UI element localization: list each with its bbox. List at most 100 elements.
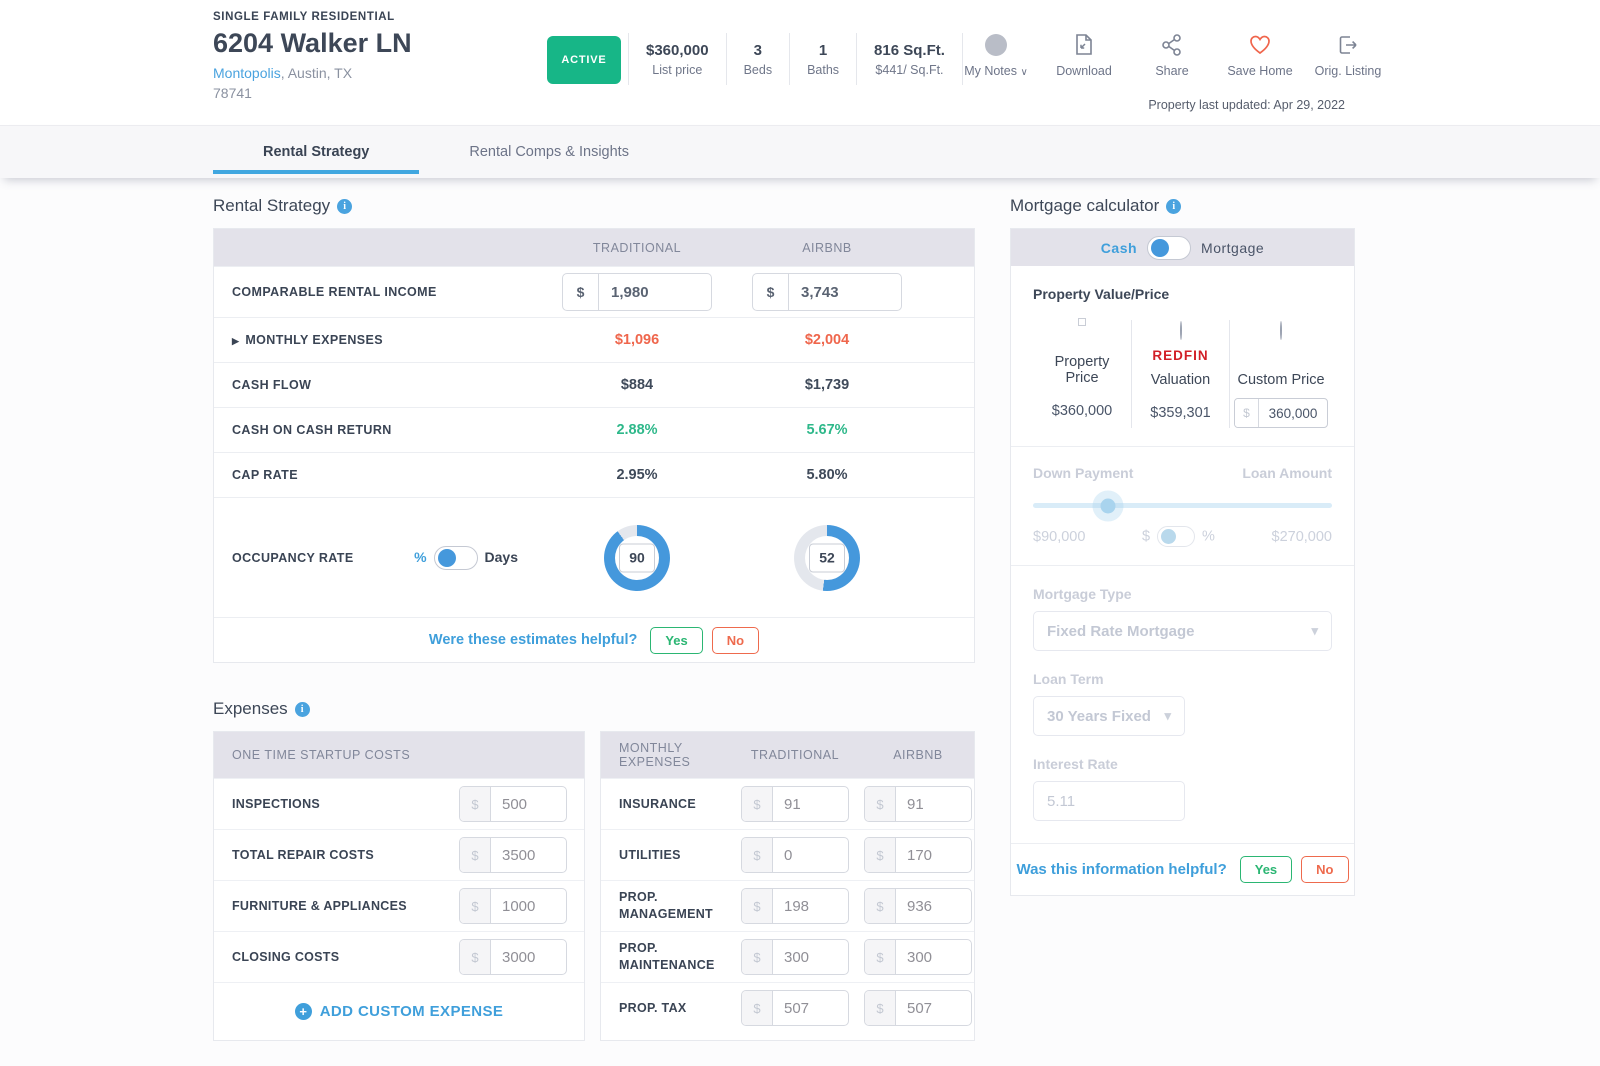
property-info: SINGLE FAMILY RESIDENTIAL 6204 Walker LN… [213, 11, 412, 101]
header-actions: My Notes ∨ Download Share [952, 32, 1392, 78]
utilities-airbnb-input[interactable]: $ 170 [864, 837, 972, 873]
mortgage-no-button[interactable]: No [1301, 856, 1349, 883]
feedback-question: Was this information helpful? [1016, 861, 1227, 878]
insurance-traditional-input[interactable]: $ 91 [741, 786, 849, 822]
orig-listing-button[interactable]: Orig. Listing [1304, 32, 1392, 78]
furniture-input[interactable]: $ 1000 [459, 888, 567, 924]
option-label: Valuation [1150, 372, 1211, 388]
expand-icon[interactable]: ▶ [232, 336, 240, 346]
repair-costs-input[interactable]: $ 3500 [459, 837, 567, 873]
share-button[interactable]: Share [1128, 32, 1216, 78]
management-airbnb-input[interactable]: $ 936 [864, 888, 972, 924]
heart-icon [1250, 35, 1270, 55]
maintenance-airbnb-input[interactable]: $ 300 [864, 939, 972, 975]
row-label: OCCUPANCY RATE [232, 550, 354, 565]
input-value: 91 [907, 795, 924, 813]
cash-mortgage-toggle[interactable] [1147, 235, 1192, 260]
airbnb-monthly-expenses: $2,004 [804, 332, 850, 348]
traditional-occupancy-input[interactable]: 90 [619, 543, 655, 572]
monthly-expenses-header: MONTHLY EXPENSES TRADITIONAL AIRBNB [601, 732, 974, 778]
my-notes-button[interactable]: My Notes ∨ [952, 32, 1040, 78]
row-label: PROP. MANAGEMENT [619, 890, 713, 921]
info-icon[interactable]: i [294, 701, 310, 717]
mortgage-type-select: Fixed Rate Mortgage ▾ [1033, 611, 1332, 651]
option-value: $360,000 [1051, 403, 1113, 419]
caret-down-icon: ▾ [1311, 623, 1318, 638]
redfin-valuation-radio[interactable] [1179, 321, 1182, 340]
listing-status-badge: ACTIVE [547, 36, 621, 84]
option-value: $359,301 [1150, 405, 1211, 421]
days-toggle-label[interactable]: Days [484, 548, 518, 565]
custom-price-radio[interactable] [1280, 321, 1282, 340]
mortgage-mode-label[interactable]: Mortgage [1201, 239, 1265, 256]
airbnb-income-input[interactable]: $ 3,743 [752, 273, 902, 311]
estimates-no-button[interactable]: No [711, 626, 760, 654]
column-airbnb: AIRBNB [893, 748, 943, 762]
input-value: 198 [784, 897, 810, 915]
input-value: 1,980 [611, 283, 649, 301]
currency-prefix: $ [1235, 399, 1259, 427]
down-payment-value: $90,000 [1033, 528, 1086, 545]
download-label: Download [1056, 64, 1112, 78]
insurance-airbnb-input[interactable]: $ 91 [864, 786, 972, 822]
info-icon[interactable]: i [337, 198, 353, 214]
row-cash-on-cash: CASH ON CASH RETURN 2.88% 5.67% [214, 407, 974, 452]
currency-prefix: $ [742, 889, 773, 923]
row-label: MONTHLY EXPENSES [245, 333, 384, 347]
info-icon[interactable]: i [1166, 198, 1182, 214]
monthly-expenses-table: MONTHLY EXPENSES TRADITIONAL AIRBNB INSU… [600, 731, 975, 1041]
add-custom-expense-button[interactable]: + ADD CUSTOM EXPENSE [214, 982, 584, 1040]
tab-rental-strategy[interactable]: Rental Strategy [213, 126, 420, 178]
mortgage-yes-button[interactable]: Yes [1239, 856, 1293, 883]
row-monthly-expenses: ▶ MONTHLY EXPENSES $1,096 $2,004 [214, 317, 974, 362]
my-notes-label: My Notes [964, 64, 1017, 78]
input-value: 170 [907, 846, 933, 864]
stat-baths: 1 Baths [789, 33, 856, 85]
strategy-table-header: TRADITIONAL AIRBNB [214, 229, 974, 266]
tab-rental-comps[interactable]: Rental Comps & Insights [469, 144, 629, 160]
row-label: CASH FLOW [232, 378, 312, 392]
traditional-income-input[interactable]: $ 1,980 [562, 273, 712, 311]
custom-price-input[interactable]: $ 360,000 [1234, 398, 1328, 428]
row-prop-maintenance: PROP. MAINTENANCE $ 300 $ 300 [601, 931, 974, 982]
row-label: FURNITURE & APPLIANCES [232, 898, 407, 913]
row-label: COMPARABLE RENTAL INCOME [232, 285, 437, 299]
save-home-button[interactable]: Save Home [1216, 32, 1304, 78]
caret-down-icon: ▾ [1164, 708, 1171, 723]
option-label: Custom Price [1237, 372, 1325, 388]
rental-strategy-card: TRADITIONAL AIRBNB COMPARABLE RENTAL INC… [213, 228, 975, 663]
currency-prefix: $ [865, 991, 896, 1025]
management-traditional-input[interactable]: $ 198 [741, 888, 849, 924]
mortgage-calculator-card: Cash Mortgage Property Value/Price Prope… [1010, 228, 1355, 896]
rental-strategy-section-title: Rental Strategy i [213, 196, 975, 216]
price-options: Property Price $360,000 REDFIN Valuation… [1033, 320, 1332, 428]
utilities-traditional-input[interactable]: $ 0 [741, 837, 849, 873]
avatar-icon [985, 34, 1007, 56]
main-content: Rental Strategy i TRADITIONAL AIRBNB COM… [0, 178, 1600, 1066]
tax-airbnb-input[interactable]: $ 507 [864, 990, 972, 1026]
estimates-yes-button[interactable]: Yes [650, 626, 703, 654]
share-icon [1162, 34, 1181, 56]
row-prop-tax: PROP. TAX $ 507 $ 507 [601, 982, 974, 1033]
percent-toggle-label[interactable]: % [414, 548, 427, 565]
cash-mode-label[interactable]: Cash [1100, 239, 1138, 256]
occupancy-unit-toggle[interactable] [433, 545, 478, 570]
neighborhood-link[interactable]: Montopolis [213, 65, 281, 81]
airbnb-occupancy-input[interactable]: 52 [809, 543, 845, 572]
tax-traditional-input[interactable]: $ 507 [741, 990, 849, 1026]
loan-amount-value: $270,000 [1271, 528, 1332, 545]
pdf-download-icon [1076, 34, 1092, 55]
download-button[interactable]: Download [1040, 32, 1128, 78]
estimates-feedback: Were these estimates helpful? Yes No [214, 617, 974, 662]
property-value-title: Property Value/Price [1033, 286, 1170, 302]
stat-label: $441/ Sq.Ft. [875, 62, 944, 77]
rental-strategy-column: Rental Strategy i TRADITIONAL AIRBNB COM… [213, 196, 975, 1041]
inspections-input[interactable]: $ 500 [459, 786, 567, 822]
closing-costs-input[interactable]: $ 3000 [459, 939, 567, 975]
row-total-repair-costs: TOTAL REPAIR COSTS $ 3500 [214, 829, 584, 880]
maintenance-traditional-input[interactable]: $ 300 [741, 939, 849, 975]
section-title-text: Expenses [213, 699, 288, 718]
currency-prefix: $ [742, 940, 773, 974]
option-redfin-valuation: REDFIN Valuation $359,301 [1131, 320, 1229, 428]
currency-prefix: $ [742, 787, 773, 821]
